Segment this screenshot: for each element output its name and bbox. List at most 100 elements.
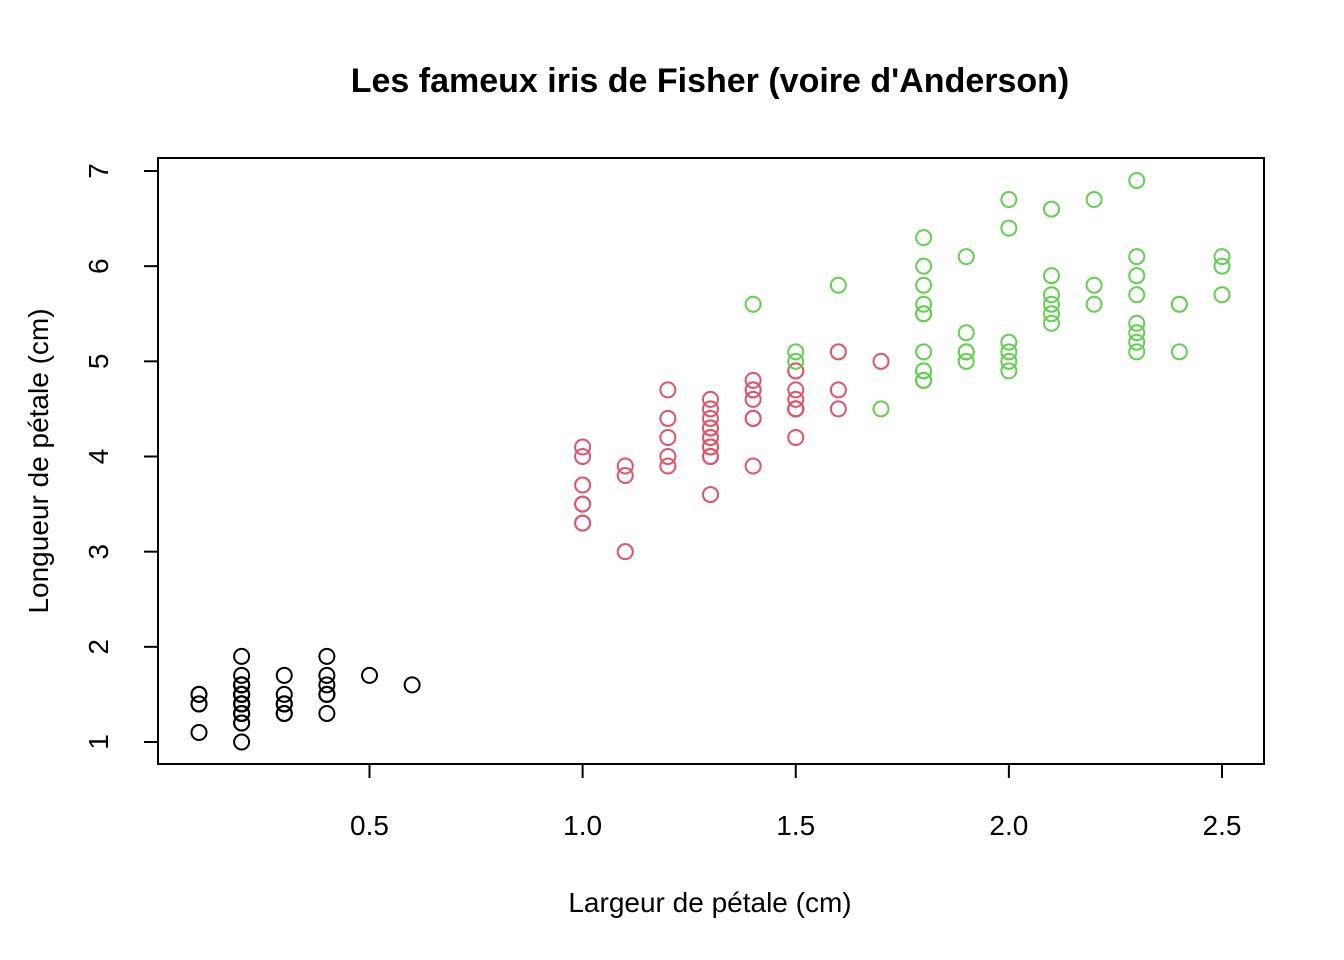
data-point [744, 371, 762, 389]
data-point [659, 448, 677, 465]
y-tick-label: 3 [83, 544, 114, 560]
data-point [957, 343, 975, 361]
y-tick-label: 1 [83, 734, 114, 750]
data-point [659, 428, 677, 446]
data-point [275, 695, 293, 713]
data-point [829, 381, 847, 399]
data-point [1000, 343, 1018, 361]
data-point [318, 676, 336, 694]
data-point [275, 666, 293, 684]
x-tick-label: 2.5 [1203, 810, 1242, 841]
data-point [1128, 333, 1146, 351]
data-point [957, 324, 975, 342]
x-tick-label: 0.5 [350, 810, 389, 841]
data-point [1043, 286, 1060, 304]
data-point [787, 381, 805, 399]
data-points [190, 172, 1231, 751]
data-point [233, 695, 251, 713]
data-point [233, 666, 251, 684]
data-point [787, 343, 805, 361]
data-point [829, 343, 847, 361]
data-point [872, 400, 890, 418]
data-point [1128, 267, 1146, 285]
data-point [744, 457, 762, 475]
data-point [702, 390, 719, 408]
data-point [616, 467, 634, 485]
data-point [1213, 286, 1231, 304]
data-point [1000, 333, 1018, 351]
data-point [1128, 343, 1146, 361]
data-point [1170, 343, 1188, 361]
data-point [702, 400, 719, 418]
data-point [1043, 314, 1060, 332]
data-point [915, 276, 933, 294]
data-point [574, 514, 592, 532]
data-point [1043, 305, 1060, 323]
data-point [233, 733, 251, 751]
data-point [1085, 191, 1103, 209]
data-point [233, 647, 251, 665]
data-point [915, 362, 933, 380]
x-tick-label: 1.5 [776, 810, 815, 841]
series-3 [744, 172, 1231, 418]
data-point [744, 409, 762, 427]
x-tick-label: 2.0 [989, 810, 1028, 841]
data-point [1000, 362, 1018, 380]
data-point [787, 390, 805, 408]
data-point [702, 438, 719, 456]
data-point [915, 305, 933, 323]
data-point [659, 409, 677, 427]
data-point [787, 352, 805, 370]
data-point [1043, 267, 1060, 285]
data-point [787, 428, 805, 446]
data-point [1128, 286, 1146, 304]
data-point [1170, 295, 1188, 313]
data-point [190, 695, 208, 713]
data-point [1000, 191, 1018, 209]
y-tick-label: 2 [83, 639, 114, 655]
data-point [659, 381, 677, 399]
data-point [1000, 352, 1018, 370]
data-point [1085, 295, 1103, 313]
data-point [702, 448, 719, 465]
data-point [318, 704, 336, 722]
data-point [702, 428, 719, 446]
data-point [190, 685, 208, 703]
data-point [318, 666, 336, 684]
data-point [361, 666, 378, 684]
data-point [233, 685, 251, 703]
y-tick-label: 6 [83, 258, 114, 274]
data-point [403, 676, 421, 694]
chart-title: Les fameux iris de Fisher (voire d'Ander… [351, 62, 1070, 100]
data-point [1128, 172, 1146, 190]
data-point [659, 457, 677, 475]
data-point [915, 371, 933, 389]
data-point [702, 409, 719, 427]
data-point [1085, 276, 1103, 294]
data-point [275, 685, 293, 703]
data-point [616, 457, 634, 475]
data-point [1128, 248, 1146, 266]
data-point [574, 448, 592, 465]
data-point [574, 495, 592, 513]
data-point [233, 714, 251, 732]
data-point [915, 295, 933, 313]
data-point [318, 685, 336, 703]
data-point [829, 400, 847, 418]
data-point [1213, 257, 1231, 275]
series-2 [574, 343, 933, 561]
data-point [744, 390, 762, 408]
x-axis: 0.5 1.0 1.5 2.0 2.5 [350, 763, 1242, 841]
data-point [915, 257, 933, 275]
x-tick-label: 1.0 [563, 810, 602, 841]
y-tick-label: 7 [83, 163, 114, 179]
data-point [1213, 248, 1231, 266]
data-point [616, 543, 634, 561]
data-point [787, 362, 805, 380]
data-point [957, 352, 975, 370]
data-point [915, 229, 933, 247]
data-point [702, 486, 719, 504]
data-point [744, 381, 762, 399]
